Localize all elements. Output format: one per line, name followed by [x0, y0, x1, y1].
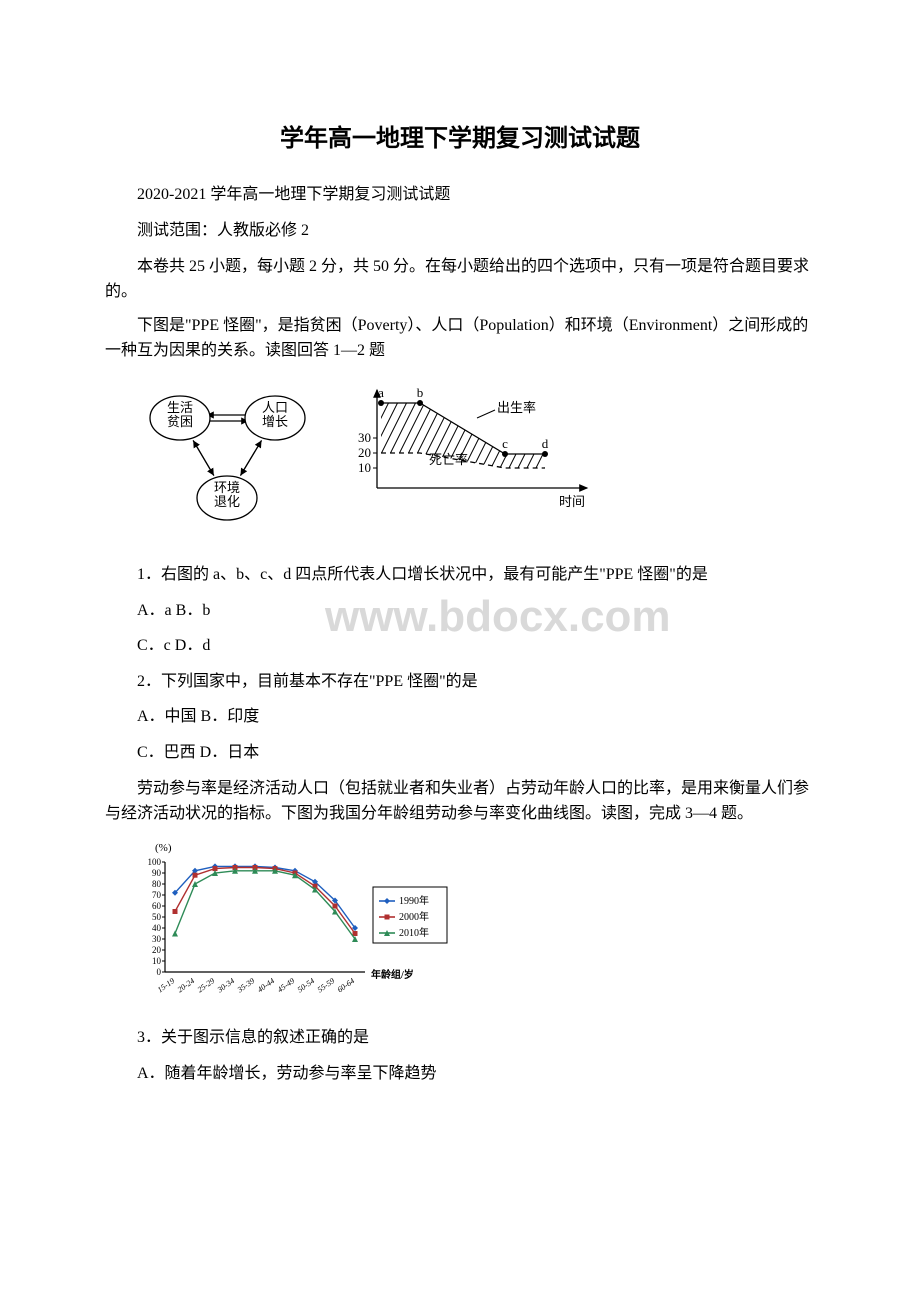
svg-text:50: 50: [152, 912, 162, 922]
svg-text:(%): (%): [155, 842, 172, 854]
q3-stem: 3．关于图示信息的叙述正确的是: [105, 1025, 815, 1051]
page-title: 学年高一地理下学期复习测试试题: [105, 120, 815, 158]
svg-text:50-54: 50-54: [296, 976, 316, 994]
svg-text:35-39: 35-39: [235, 976, 256, 995]
svg-text:年龄组/岁: 年龄组/岁: [371, 968, 414, 981]
svg-text:10: 10: [152, 956, 162, 966]
svg-text:c: c: [502, 436, 508, 451]
svg-text:40-44: 40-44: [256, 976, 276, 994]
svg-text:10: 10: [358, 460, 371, 475]
svg-text:60-64: 60-64: [336, 976, 356, 994]
svg-text:30: 30: [358, 430, 371, 445]
svg-text:80: 80: [152, 879, 162, 889]
svg-text:15-19: 15-19: [156, 976, 176, 994]
labor-participation-chart: (%) 0102030405060708090100 15-1920-2425-29…: [135, 837, 465, 1007]
q1-options-cd: C．c D．d: [105, 633, 815, 659]
svg-text:1990年: 1990年: [399, 894, 429, 907]
svg-text:d: d: [542, 436, 549, 451]
svg-text:人口: 人口: [262, 400, 288, 415]
svg-text:a: a: [378, 385, 384, 400]
paragraph-instructions: 本卷共 25 小题，每小题 2 分，共 50 分。在每小题给出的四个选项中，只有…: [105, 254, 815, 305]
q2-options-cd: C．巴西 D．日本: [105, 740, 815, 766]
q3-option-a: A．随着年龄增长，劳动参与率呈下降趋势: [105, 1061, 815, 1087]
svg-text:0: 0: [157, 967, 162, 977]
q1-stem: 1．右图的 a、b、c、d 四点所代表人口增长状况中，最有可能产生"PPE 怪圈…: [105, 562, 815, 588]
svg-text:60: 60: [152, 901, 162, 911]
svg-text:2000年: 2000年: [399, 910, 429, 923]
svg-text:100: 100: [148, 857, 162, 867]
svg-text:增长: 增长: [262, 414, 288, 429]
svg-text:30-34: 30-34: [215, 976, 236, 995]
svg-text:死亡率: 死亡率: [429, 452, 468, 467]
svg-text:30: 30: [152, 934, 162, 944]
svg-text:b: b: [417, 385, 424, 400]
paragraph-scope: 测试范围：人教版必修 2: [105, 218, 815, 244]
svg-text:2010年: 2010年: [399, 926, 429, 939]
q2-stem: 2．下列国家中，目前基本不存在"PPE 怪圈"的是: [105, 669, 815, 695]
svg-text:环境: 环境: [214, 480, 240, 495]
q1-options-ab: A．a B．b: [105, 598, 815, 624]
svg-text:20-24: 20-24: [176, 976, 196, 994]
svg-text:贫困: 贫困: [167, 414, 193, 429]
svg-text:70: 70: [152, 890, 162, 900]
svg-text:20: 20: [152, 945, 162, 955]
paragraph-ppe-intro: 下图是"PPE 怪圈"，是指贫困（Poverty）、人口（Population）…: [105, 313, 815, 364]
svg-text:45-49: 45-49: [276, 976, 296, 994]
svg-text:90: 90: [152, 868, 162, 878]
svg-text:退化: 退化: [214, 494, 240, 509]
ppe-triangle-diagram: 生活贫困 人口增长环境退化: [135, 378, 325, 548]
paragraph-lpr-intro: 劳动参与率是经济活动人口（包括就业者和失业者）占劳动年龄人口的比率，是用来衡量人…: [105, 776, 815, 827]
svg-text:生活: 生活: [167, 400, 193, 415]
svg-text:20: 20: [358, 445, 371, 460]
svg-text:出生率: 出生率: [497, 400, 536, 415]
svg-text:时间: 时间: [559, 494, 585, 509]
figure-ppe-row: 生活贫困 人口增长环境退化 102030 a b c d 出生率死亡率时间: [135, 378, 815, 548]
svg-text:55-59: 55-59: [316, 976, 336, 994]
birth-death-rate-chart: 102030 a b c d 出生率死亡率时间: [345, 378, 605, 548]
q2-options-ab: A．中国 B．印度: [105, 704, 815, 730]
paragraph-intro-1: 2020-2021 学年高一地理下学期复习测试试题: [105, 182, 815, 208]
svg-text:40: 40: [152, 923, 162, 933]
svg-text:25-29: 25-29: [196, 976, 216, 994]
